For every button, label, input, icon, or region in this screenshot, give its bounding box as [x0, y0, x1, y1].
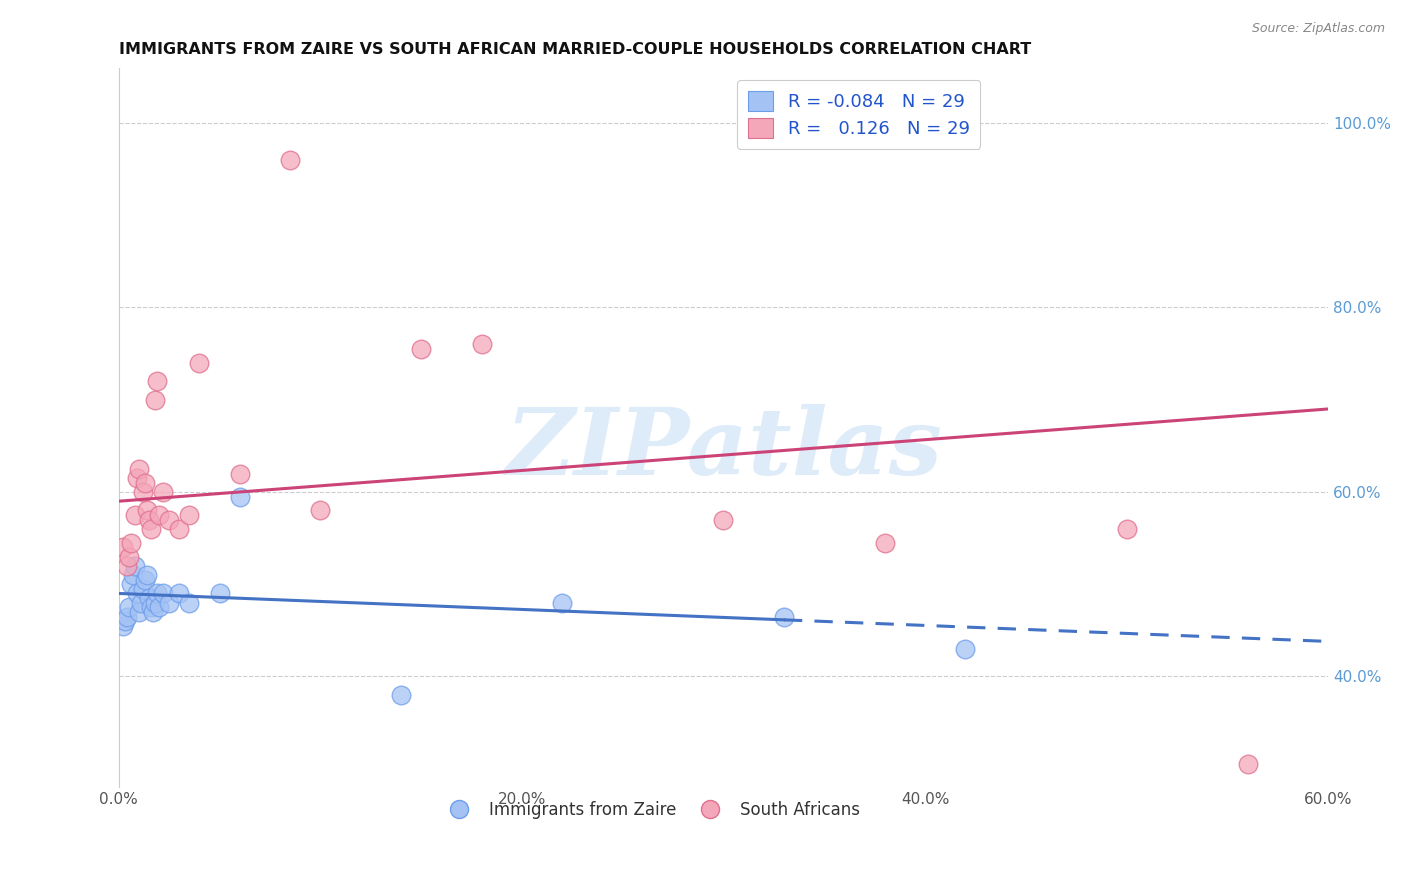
Point: [121, 568, 143, 582]
Point: [129, 596, 152, 610]
Point: [1115, 522, 1137, 536]
Point: [179, 596, 201, 610]
Point: [111, 618, 134, 632]
Point: [128, 605, 150, 619]
Point: [115, 609, 138, 624]
Point: [773, 609, 796, 624]
Point: [409, 342, 432, 356]
Point: [389, 688, 412, 702]
Point: [111, 541, 134, 555]
Point: [188, 356, 211, 370]
Point: [148, 600, 170, 615]
Point: [471, 337, 494, 351]
Point: [146, 374, 169, 388]
Point: [115, 558, 138, 573]
Point: [167, 586, 190, 600]
Point: [713, 513, 735, 527]
Point: [873, 535, 896, 549]
Point: [128, 462, 150, 476]
Point: [125, 586, 148, 600]
Point: [132, 485, 155, 500]
Legend: Immigrants from Zaire, South Africans: Immigrants from Zaire, South Africans: [436, 794, 866, 826]
Point: [152, 485, 174, 500]
Point: [167, 522, 190, 536]
Text: IMMIGRANTS FROM ZAIRE VS SOUTH AFRICAN MARRIED-COUPLE HOUSEHOLDS CORRELATION CHA: IMMIGRANTS FROM ZAIRE VS SOUTH AFRICAN M…: [118, 42, 1031, 57]
Point: [138, 591, 160, 605]
Point: [139, 600, 162, 615]
Point: [139, 522, 162, 536]
Point: [228, 467, 250, 481]
Point: [955, 641, 977, 656]
Point: [551, 596, 574, 610]
Point: [136, 503, 159, 517]
Point: [1236, 757, 1258, 772]
Point: [114, 614, 136, 628]
Point: [142, 605, 165, 619]
Point: [120, 535, 142, 549]
Point: [157, 596, 180, 610]
Point: [118, 549, 141, 564]
Point: [134, 573, 156, 587]
Text: Source: ZipAtlas.com: Source: ZipAtlas.com: [1251, 22, 1385, 36]
Point: [118, 600, 141, 615]
Point: [132, 582, 155, 596]
Point: [179, 508, 201, 522]
Point: [228, 490, 250, 504]
Point: [138, 513, 160, 527]
Point: [120, 577, 142, 591]
Point: [157, 513, 180, 527]
Point: [125, 471, 148, 485]
Text: ZIPatlas: ZIPatlas: [505, 404, 942, 494]
Point: [152, 586, 174, 600]
Point: [143, 596, 166, 610]
Point: [143, 392, 166, 407]
Point: [148, 508, 170, 522]
Point: [146, 586, 169, 600]
Point: [309, 503, 332, 517]
Point: [124, 558, 146, 573]
Point: [136, 568, 159, 582]
Point: [134, 475, 156, 490]
Point: [208, 586, 231, 600]
Point: [278, 153, 301, 167]
Point: [124, 508, 146, 522]
